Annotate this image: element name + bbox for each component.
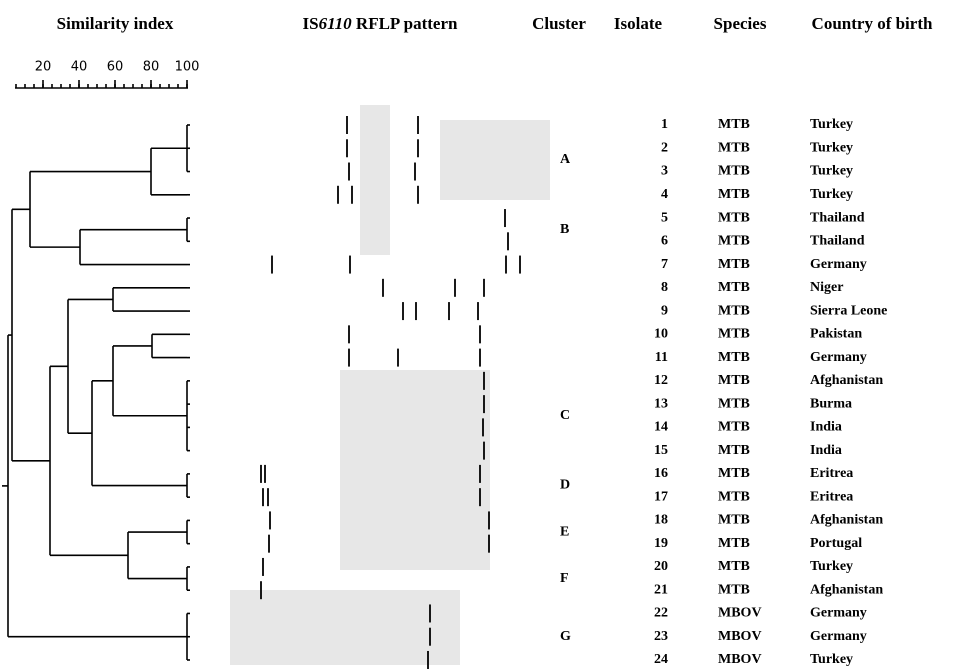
cluster-label: C <box>560 408 570 423</box>
header-similarity: Similarity index <box>57 14 174 33</box>
country: Germany <box>810 629 867 644</box>
isolate: 18 <box>654 513 668 528</box>
scale-tick-label: 20 <box>35 60 52 75</box>
species: MBOV <box>718 606 762 621</box>
rflp-prefix: IS <box>303 14 319 33</box>
header-cluster: Cluster <box>532 14 586 33</box>
species: MTB <box>718 187 750 202</box>
isolate: 5 <box>661 210 668 225</box>
isolate: 11 <box>655 350 668 365</box>
isolate: 16 <box>654 466 668 481</box>
species: MTB <box>718 582 750 597</box>
species: MTB <box>718 117 750 132</box>
isolate: 10 <box>654 327 668 342</box>
species: MTB <box>718 234 750 249</box>
country: Turkey <box>810 164 853 179</box>
species: MTB <box>718 443 750 458</box>
country: Afghanistan <box>810 513 883 528</box>
species: MTB <box>718 466 750 481</box>
cluster-label: A <box>560 152 571 167</box>
isolate: 4 <box>661 187 668 202</box>
cluster-label: F <box>560 571 569 586</box>
isolate: 2 <box>661 140 668 155</box>
isolate: 17 <box>654 489 668 504</box>
country: Thailand <box>810 210 865 225</box>
species: MTB <box>718 257 750 272</box>
country: Afghanistan <box>810 582 883 597</box>
isolate: 13 <box>654 396 668 411</box>
species: MTB <box>718 489 750 504</box>
isolate: 7 <box>661 257 668 272</box>
country: Sierra Leone <box>810 303 887 318</box>
species: MBOV <box>718 652 762 667</box>
country: Thailand <box>810 234 865 249</box>
country: Pakistan <box>810 327 862 342</box>
header-species: Species <box>714 14 767 33</box>
country: Turkey <box>810 652 853 667</box>
header-rflp: IS6110 RFLP pattern <box>303 14 458 33</box>
country: India <box>810 443 842 458</box>
isolate: 21 <box>654 582 668 597</box>
isolate: 9 <box>661 303 668 318</box>
isolate: 15 <box>654 443 668 458</box>
gel-background <box>230 105 550 665</box>
scale-tick-label: 100 <box>175 60 200 75</box>
country: Turkey <box>810 117 853 132</box>
species: MTB <box>718 396 750 411</box>
species: MTB <box>718 536 750 551</box>
species: MTB <box>718 280 750 295</box>
scale-tick-label: 80 <box>143 60 160 75</box>
rflp-suffix: RFLP pattern <box>352 14 458 33</box>
country: Turkey <box>810 187 853 202</box>
cluster-label: D <box>560 478 570 493</box>
species: MTB <box>718 327 750 342</box>
cluster-label: G <box>560 629 571 644</box>
isolate: 24 <box>654 652 668 667</box>
species: MTB <box>718 303 750 318</box>
isolate: 22 <box>654 606 668 621</box>
isolate: 12 <box>654 373 668 388</box>
species: MTB <box>718 559 750 574</box>
isolate: 14 <box>654 420 668 435</box>
header-country: Country of birth <box>812 14 933 33</box>
rflp-italic: 6110 <box>319 14 353 33</box>
cluster-label: E <box>560 524 569 539</box>
isolate: 23 <box>654 629 668 644</box>
isolate: 20 <box>654 559 668 574</box>
country: Niger <box>810 280 843 295</box>
species: MTB <box>718 164 750 179</box>
isolate: 6 <box>661 234 668 249</box>
country: Portugal <box>810 536 862 551</box>
country: Burma <box>810 396 852 411</box>
cluster-label: B <box>560 222 569 237</box>
species: MTB <box>718 513 750 528</box>
header-isolate: Isolate <box>614 14 663 33</box>
country: Eritrea <box>810 466 853 481</box>
country: Afghanistan <box>810 373 883 388</box>
species: MTB <box>718 350 750 365</box>
isolate: 8 <box>661 280 668 295</box>
country: India <box>810 420 842 435</box>
country: Germany <box>810 257 867 272</box>
isolate: 1 <box>661 117 668 132</box>
country: Germany <box>810 606 867 621</box>
country: Germany <box>810 350 867 365</box>
scale-tick-label: 40 <box>71 60 88 75</box>
scale-tick-label: 60 <box>107 60 124 75</box>
country: Turkey <box>810 140 853 155</box>
country: Turkey <box>810 559 853 574</box>
country: Eritrea <box>810 489 853 504</box>
isolate: 19 <box>654 536 668 551</box>
species: MTB <box>718 420 750 435</box>
species: MBOV <box>718 629 762 644</box>
species: MTB <box>718 210 750 225</box>
species: MTB <box>718 373 750 388</box>
figure: Similarity index IS6110 RFLP pattern Clu… <box>0 0 955 671</box>
isolate: 3 <box>661 164 668 179</box>
species: MTB <box>718 140 750 155</box>
